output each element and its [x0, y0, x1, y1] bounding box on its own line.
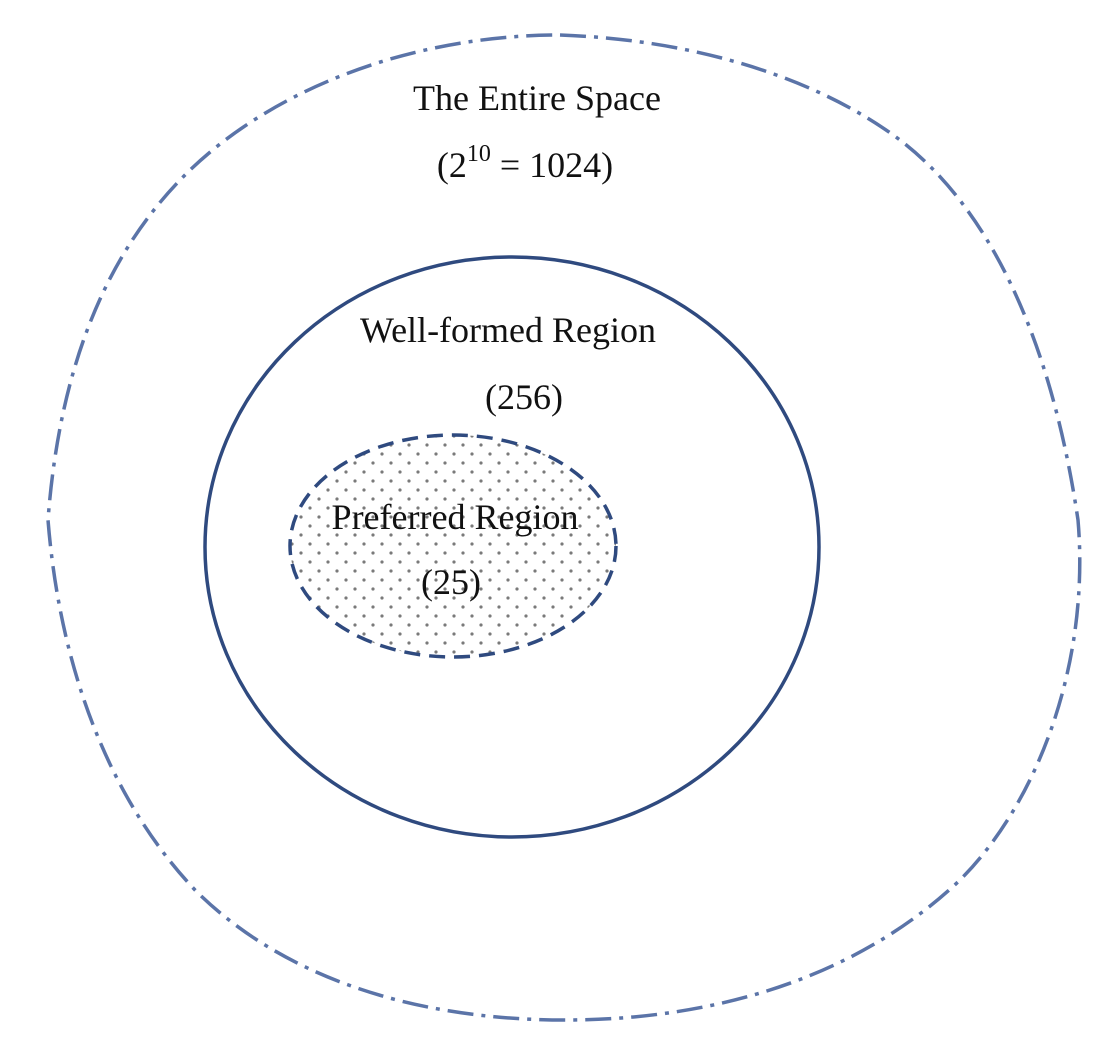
well-formed-region-boundary	[203, 255, 821, 839]
preferred-region-boundary	[288, 433, 618, 659]
well-formed-region-count: (256)	[485, 377, 563, 417]
preferred-region-count: (25)	[421, 562, 481, 602]
preferred-region-title: Preferred Region	[332, 497, 579, 537]
preferred-region-fill	[290, 435, 616, 657]
well-formed-region-title: Well-formed Region	[360, 310, 656, 350]
entire-space-count: (210 = 1024)	[437, 141, 613, 185]
entire-space-title: The Entire Space	[413, 78, 661, 118]
entire-space-boundary	[46, 33, 1082, 1022]
